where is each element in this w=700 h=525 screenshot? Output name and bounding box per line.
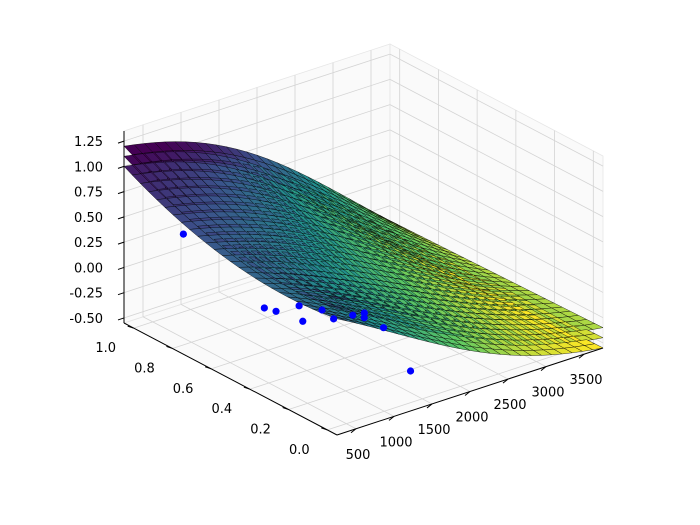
y-tick-label: 0.2 [250,423,271,438]
scatter-point [360,309,368,317]
x-tick-label: 2000 [455,411,488,426]
x-tick [578,353,585,359]
z-tick [117,317,125,321]
grid-x-floor [180,304,395,417]
y-tick-label: 0.6 [173,382,194,397]
y-tick [204,366,212,370]
x-tick-label: 2500 [493,398,526,413]
y-tick [243,386,251,390]
y-tick-label: 1.0 [95,341,116,356]
y-axis-line [123,322,338,436]
grid-z-side [389,154,604,268]
z-tick-label: 0.25 [74,236,103,251]
z-tick-label: 0.75 [74,186,103,201]
grid-y-floor [327,342,594,431]
surface-layer [123,141,604,375]
scatter-point [318,306,326,314]
y-tick [321,427,328,431]
surface-0-facet [583,323,604,330]
x-tick-label: 500 [346,448,371,463]
scatter-point [330,315,338,323]
z-tick [117,292,125,296]
grid-x-floor [142,316,357,430]
y-tick-label: 0.4 [212,402,233,417]
x-tick-label: 1000 [379,435,412,450]
x-tick [540,366,547,372]
x-tick-label: 3000 [531,386,564,401]
scatter-point [379,324,388,332]
y-tick-label: 0.0 [289,443,310,458]
x-tick [388,415,395,421]
z-tick-label: -0.25 [69,287,103,302]
y-tick [166,345,173,349]
scatter-point [349,311,357,319]
z-tick [117,241,125,245]
scatter-point [272,307,280,315]
grid-z-side [389,53,604,167]
scatter-point [406,367,415,375]
x-tick [464,391,471,396]
z-tick [117,165,125,169]
x-tick-label: 1500 [417,423,450,438]
z-tick-label: 0.50 [74,211,103,226]
grid-z-back [123,53,391,142]
y-tick-label: 0.8 [134,361,155,376]
x-tick-label: 3500 [569,373,602,388]
y-tick [127,325,134,329]
scatter-point [260,304,268,312]
x-tick [426,403,433,409]
grid-z-side [389,129,604,243]
z-tick [117,191,125,195]
tick-labels: 500 1000 1500 2000 2500 3000 3500 0.0 0.2 0.4 0.6 0… [69,135,602,463]
z-tick-label: -0.50 [69,312,103,327]
surface-1-facet [583,333,604,340]
z-tick-label: 1.25 [74,135,103,150]
grid-z-side [389,104,604,217]
x-tick [350,428,357,434]
scatter-point [179,230,187,238]
axes-lines [117,131,604,436]
grid-z-side [389,205,604,319]
x-tick [502,378,509,384]
grid-z-side [389,79,604,192]
z-tick-label: 1.00 [74,160,103,175]
z-tick [117,216,125,220]
scatter-point [295,302,303,310]
surface-2-facet [583,343,604,350]
scatter-point [299,317,307,325]
z-tick [117,140,125,144]
y-tick [282,407,289,411]
grid-z-side [389,180,604,293]
z-tick [117,266,125,270]
z-tick-label: 0.00 [74,261,103,276]
grid-x-floor [218,291,433,405]
